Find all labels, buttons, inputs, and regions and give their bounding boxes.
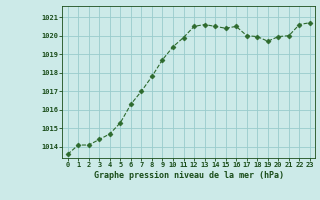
X-axis label: Graphe pression niveau de la mer (hPa): Graphe pression niveau de la mer (hPa) (94, 171, 284, 180)
